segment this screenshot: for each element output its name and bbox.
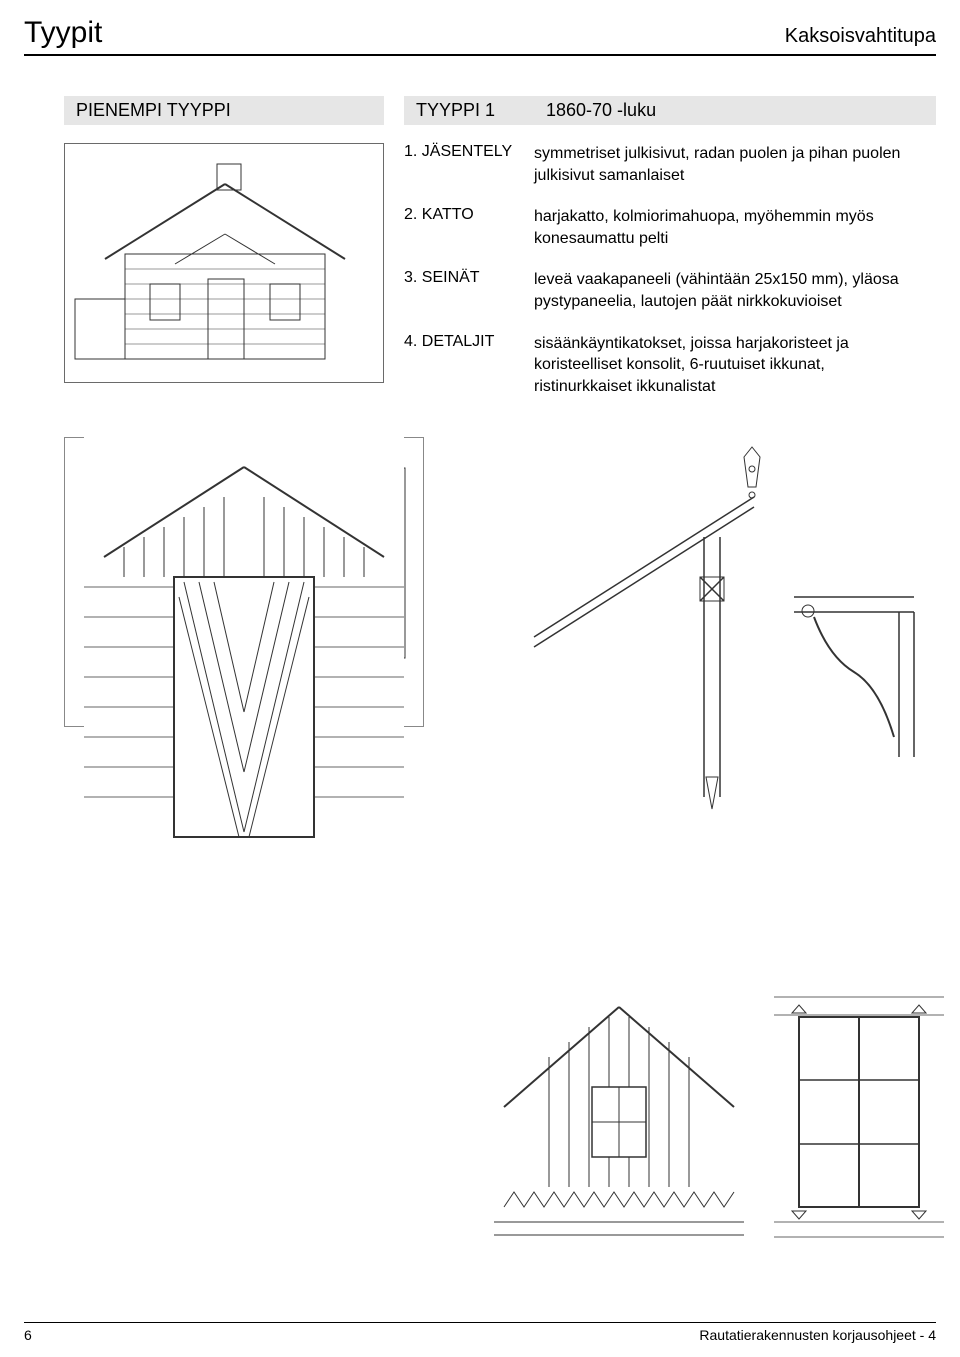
doc-title: Rautatierakennusten korjausohjeet - 4 (699, 1327, 936, 1343)
spec-text: sisäänkäyntikatokset, joissa harjakorist… (534, 333, 936, 398)
spec-text: leveä vaakapaneeli (vähintään 25x150 mm)… (534, 269, 936, 312)
figure-entrance-detail (84, 437, 404, 847)
spec-row: 4. DETALJIT sisäänkäyntikatokset, joissa… (404, 333, 936, 398)
spec-label: 1. JÄSENTELY (404, 143, 534, 186)
figure-window-detail (774, 977, 944, 1247)
spec-row: 1. JÄSENTELY symmetriset julkisivut, rad… (404, 143, 936, 186)
figure-elevation (64, 143, 384, 383)
page-header: Tyypit Kaksoisvahtitupa (24, 16, 936, 56)
header-right: Kaksoisvahtitupa (785, 25, 936, 48)
page-footer: 6 Rautatierakennusten korjausohjeet - 4 (24, 1322, 936, 1343)
spec-label: 2. KATTO (404, 206, 534, 249)
spec-text: harjakatto, kolmiorimahuopa, myöhemmin m… (534, 206, 936, 249)
page-number: 6 (24, 1327, 32, 1343)
band-era: 1860-70 -luku (546, 100, 924, 121)
header-left: Tyypit (24, 16, 102, 50)
spec-text: symmetriset julkisivut, radan puolen ja … (534, 143, 936, 186)
figure-area: V. V. III. II. III. IV. IV. I. (64, 437, 944, 1257)
right-band: TYYPPI 1 1860-70 -luku (404, 96, 936, 125)
spec-label: 3. SEINÄT (404, 269, 534, 312)
band-type: TYYPPI 1 (416, 100, 546, 121)
spec-label: 4. DETALJIT (404, 333, 534, 398)
left-band: PIENEMPI TYYPPI (64, 96, 384, 125)
figure-gable-detail (494, 977, 744, 1247)
spec-row: 2. KATTO harjakatto, kolmiorimahuopa, my… (404, 206, 936, 249)
figure-canopy-bracket (494, 437, 924, 817)
spec-row: 3. SEINÄT leveä vaakapaneeli (vähintään … (404, 269, 936, 312)
